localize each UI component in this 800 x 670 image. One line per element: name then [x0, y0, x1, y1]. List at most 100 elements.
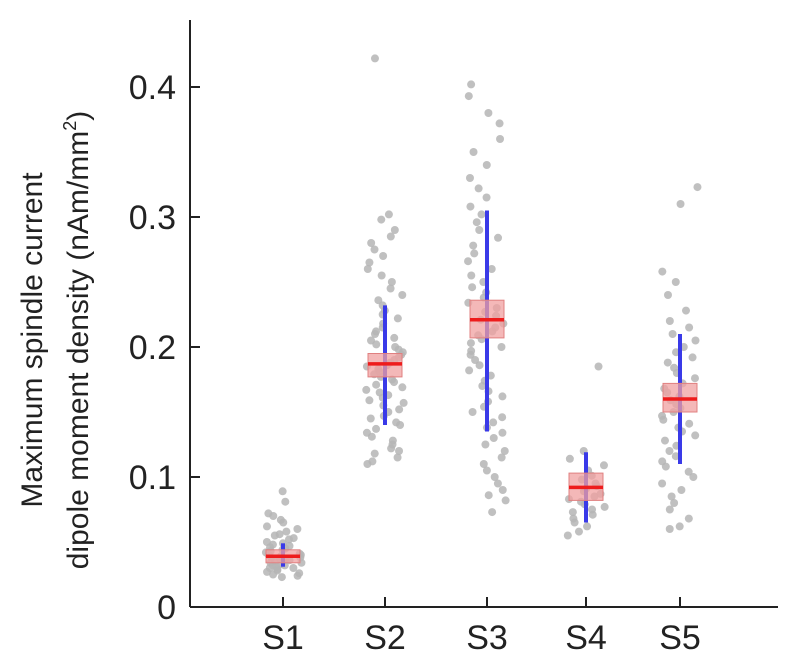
data-point — [396, 421, 405, 429]
data-point — [367, 239, 376, 247]
data-point — [599, 461, 608, 470]
data-point — [667, 492, 676, 501]
data-point — [387, 278, 396, 286]
data-point — [689, 473, 698, 481]
data-point — [474, 184, 483, 193]
data-point — [498, 428, 507, 437]
data-point — [270, 531, 279, 540]
data-point — [663, 358, 672, 367]
box-group-s1 — [261, 487, 306, 582]
data-point — [494, 233, 503, 242]
data-point — [395, 447, 404, 455]
x-tick-label: S2 — [364, 619, 406, 657]
plot-area — [261, 54, 702, 582]
y-tick-label: 0 — [157, 589, 176, 627]
data-point — [665, 447, 674, 455]
data-point — [468, 408, 477, 416]
data-point — [693, 183, 702, 192]
data-point — [363, 265, 372, 273]
data-point — [500, 447, 509, 455]
y-tick-label: 0.1 — [129, 459, 176, 497]
data-point — [568, 508, 577, 517]
data-point — [395, 405, 404, 414]
y-tick-label: 0.3 — [129, 199, 176, 237]
data-point — [366, 414, 375, 423]
data-point — [574, 527, 583, 536]
x-tick-label: S5 — [659, 619, 701, 657]
data-point — [372, 380, 381, 389]
data-point — [496, 135, 505, 143]
data-point — [661, 462, 670, 471]
data-point — [472, 218, 481, 227]
data-point — [393, 314, 402, 323]
data-point — [387, 444, 396, 453]
y-axis-label: Maximum spindle current dipole moment de… — [16, 111, 95, 570]
data-point — [493, 479, 502, 488]
data-point — [390, 333, 399, 342]
data-point — [565, 454, 574, 463]
data-point — [466, 202, 475, 211]
data-point — [370, 54, 379, 63]
data-point — [370, 449, 379, 458]
data-point — [484, 109, 493, 117]
data-point — [497, 453, 506, 462]
data-point — [386, 232, 395, 241]
data-point — [284, 535, 293, 544]
data-point — [469, 148, 478, 156]
data-point — [660, 436, 669, 445]
data-point — [372, 340, 381, 349]
data-point — [677, 486, 686, 494]
data-point — [386, 284, 395, 293]
data-point — [384, 210, 393, 219]
data-point — [489, 434, 498, 442]
data-point — [269, 570, 278, 579]
data-point — [563, 531, 572, 540]
data-point — [263, 567, 272, 576]
data-point — [390, 226, 399, 234]
data-point — [278, 487, 287, 496]
y-axis-ticks: 0 0.1 0.2 0.3 0.4 — [129, 69, 200, 627]
data-point — [372, 424, 381, 433]
data-point — [583, 522, 592, 531]
data-point — [665, 505, 674, 514]
data-point — [377, 215, 386, 224]
data-point — [467, 80, 476, 89]
data-point — [365, 258, 374, 267]
y-axis-label-line2-text: dipole moment density (nAm/mm — [62, 131, 95, 570]
y-axis-label-close: ) — [62, 111, 95, 121]
y-tick-label: 0.4 — [129, 69, 176, 107]
data-point — [481, 440, 490, 449]
data-point — [668, 330, 677, 338]
data-point — [691, 431, 700, 440]
data-point — [501, 496, 510, 505]
data-point — [663, 291, 672, 299]
data-point — [262, 522, 271, 531]
data-point — [465, 174, 474, 182]
data-point — [665, 317, 674, 325]
data-point — [482, 466, 491, 475]
x-axis-categories: S1 S2 S3 S4 S5 — [262, 597, 701, 657]
data-point — [676, 200, 685, 208]
data-point — [470, 249, 479, 258]
data-point — [659, 415, 668, 424]
x-tick-label: S1 — [262, 619, 304, 657]
data-point — [393, 453, 402, 462]
data-point — [289, 564, 298, 572]
data-point — [464, 257, 473, 266]
data-point — [658, 479, 667, 488]
data-point — [465, 366, 474, 375]
data-point — [362, 385, 371, 394]
data-point — [363, 460, 372, 468]
data-point — [670, 499, 679, 507]
data-point — [600, 502, 609, 511]
data-point — [390, 378, 399, 387]
x-tick-label: S4 — [565, 619, 607, 657]
data-point — [279, 518, 288, 527]
box-group-s2 — [362, 54, 408, 468]
data-point — [570, 518, 579, 527]
box-group-s4 — [563, 362, 609, 540]
data-point — [685, 323, 694, 332]
data-point — [594, 362, 603, 371]
data-point — [293, 571, 302, 580]
data-point — [490, 473, 499, 481]
